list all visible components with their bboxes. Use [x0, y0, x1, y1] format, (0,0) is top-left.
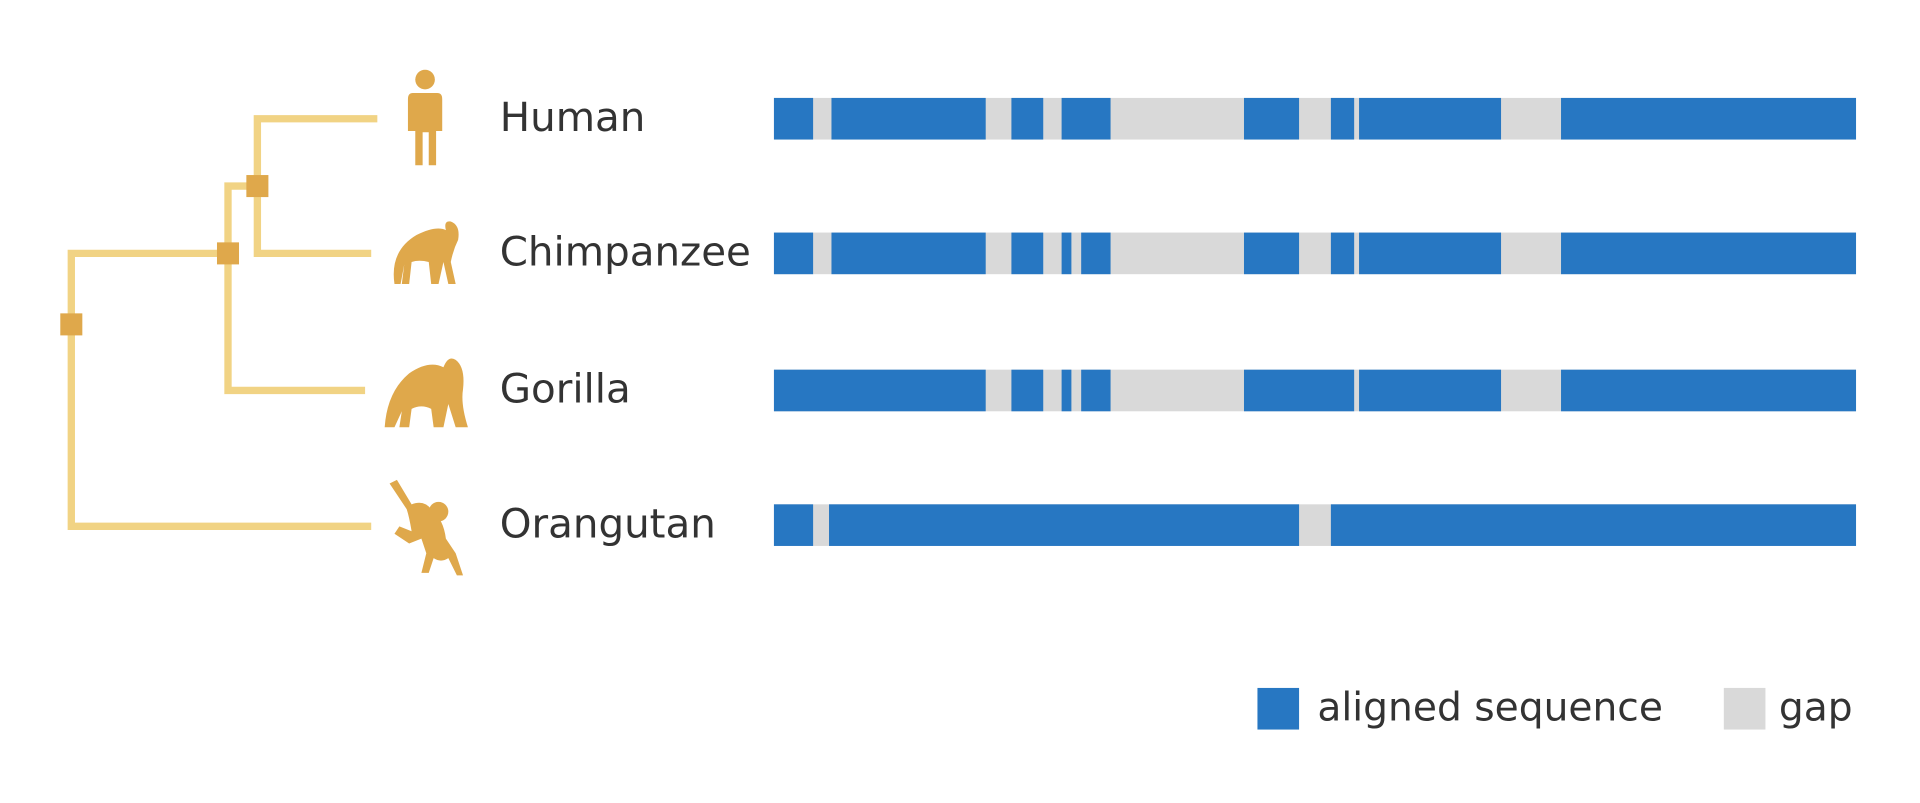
- aligned-segment: [1561, 232, 1857, 275]
- tree-node: [60, 313, 83, 336]
- aligned-segment: [1561, 97, 1857, 140]
- alignment-orangutan: [773, 504, 1857, 546]
- alignment-gorilla: [773, 369, 1857, 412]
- orangutan-icon: [389, 479, 464, 576]
- legend: aligned sequence gap: [1257, 685, 1853, 730]
- legend-swatch: [1723, 687, 1766, 730]
- aligned-segment: [831, 97, 986, 140]
- aligned-segment: [1359, 232, 1502, 275]
- tree-node: [246, 175, 269, 198]
- aligned-segment: [1061, 97, 1111, 140]
- aligned-segment: [831, 232, 986, 275]
- aligned-segment: [773, 504, 814, 546]
- species-label: Orangutan: [500, 500, 716, 547]
- chimpanzee-icon: [393, 221, 459, 284]
- aligned-segment: [1011, 369, 1044, 412]
- aligned-segment: [1330, 232, 1355, 275]
- branch: [67, 249, 372, 531]
- aligned-segment: [1243, 97, 1300, 140]
- aligned-segment: [1011, 97, 1044, 140]
- aligned-segment: [1359, 369, 1502, 412]
- aligned-segment: [1061, 369, 1072, 412]
- legend-swatch: [1257, 687, 1300, 730]
- legend-label: aligned sequence: [1317, 685, 1663, 730]
- aligned-segment: [1061, 232, 1072, 275]
- alignment-chimpanzee: [773, 232, 1857, 275]
- aligned-segment: [773, 369, 986, 412]
- aligned-segment: [1243, 369, 1355, 412]
- aligned-segment: [1561, 369, 1857, 412]
- branch: [224, 182, 366, 395]
- aligned-segment: [1330, 504, 1857, 546]
- aligned-segment: [1011, 232, 1044, 275]
- aligned-segment: [773, 97, 814, 140]
- aligned-segment: [1081, 232, 1111, 275]
- aligned-segment: [829, 504, 1300, 546]
- alignment-human: [773, 97, 1857, 140]
- tree: [60, 115, 378, 531]
- species-label: Gorilla: [500, 366, 631, 413]
- branch: [253, 115, 378, 258]
- aligned-segment: [773, 232, 814, 275]
- gorilla-icon: [384, 358, 468, 428]
- legend-label: gap: [1779, 685, 1853, 730]
- species-label: Chimpanzee: [500, 229, 751, 276]
- human-icon: [407, 69, 443, 166]
- icons: [384, 69, 468, 576]
- aligned-segment: [1359, 97, 1502, 140]
- species-label: Human: [500, 94, 646, 141]
- aligned-segment: [1243, 232, 1300, 275]
- aligned-segment: [1081, 369, 1111, 412]
- tree-node: [216, 242, 240, 265]
- aligned-segment: [1330, 97, 1355, 140]
